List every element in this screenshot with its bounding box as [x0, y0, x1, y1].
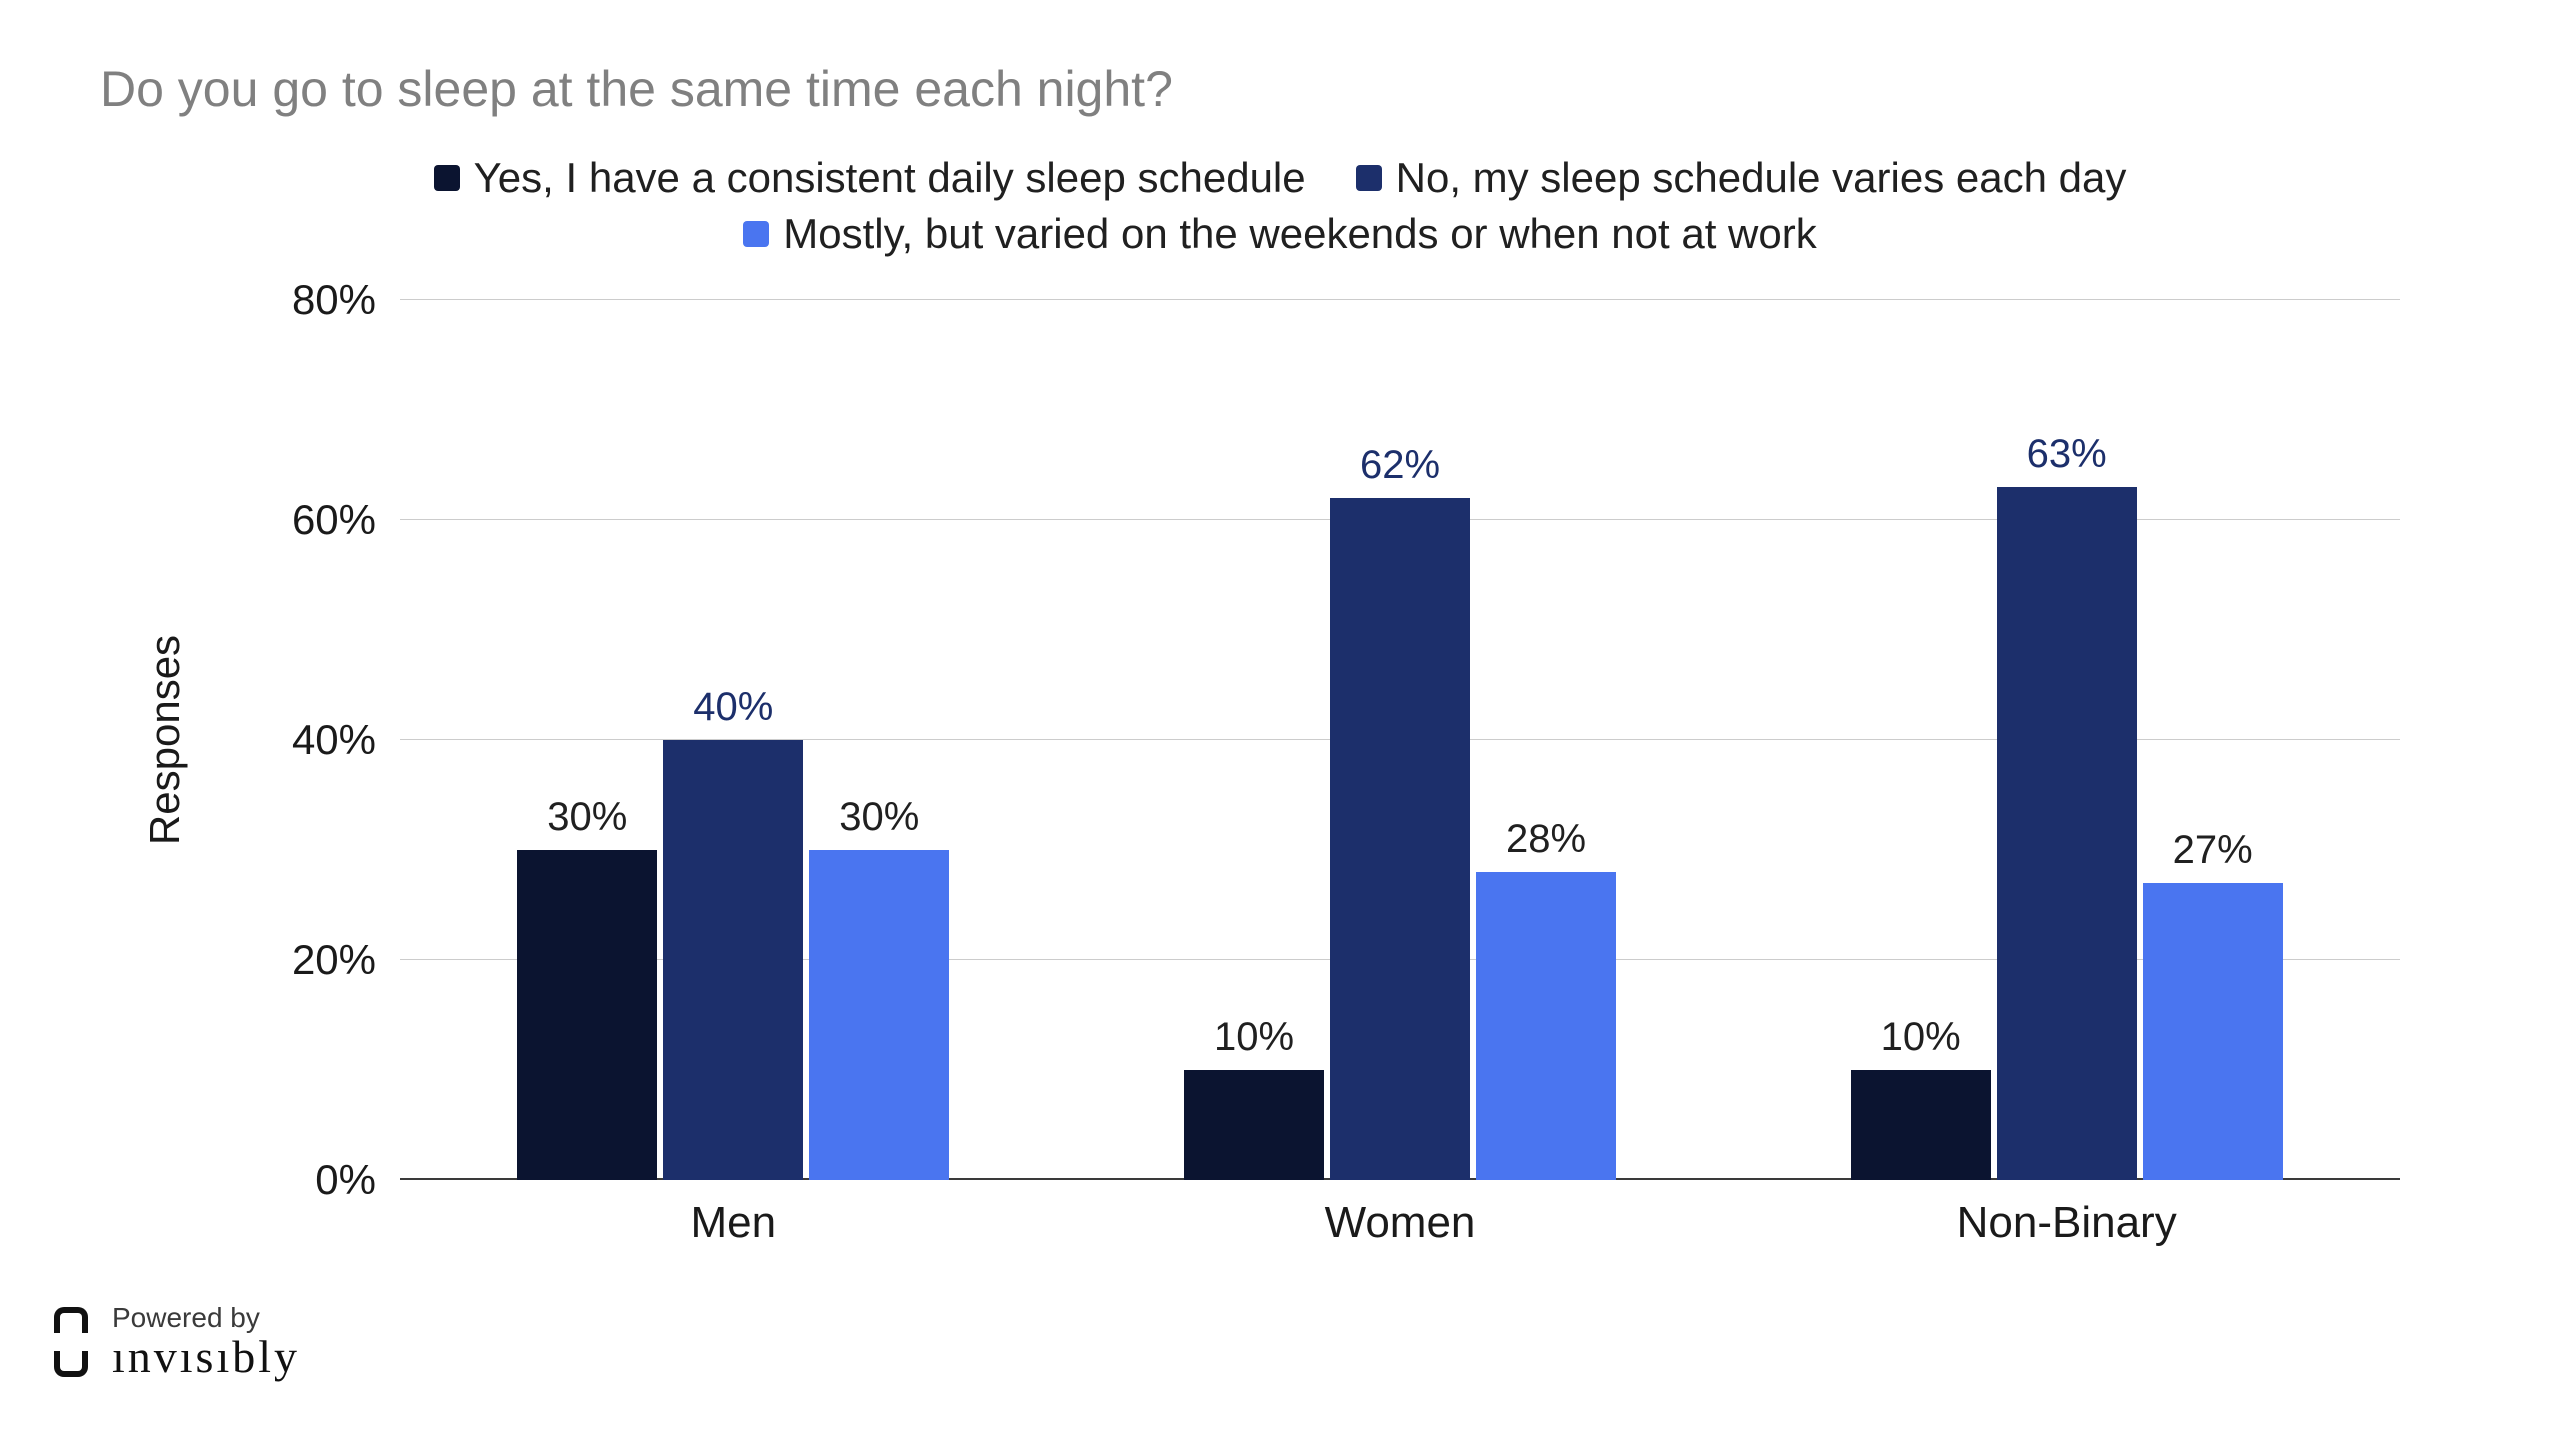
bar-value-label: 63%	[2027, 432, 2107, 477]
bar: 10%	[1184, 1070, 1324, 1180]
legend: Yes, I have a consistent daily sleep sch…	[0, 150, 2560, 262]
y-tick: 80%	[292, 276, 400, 324]
x-tick: Non-Binary	[1957, 1180, 2177, 1248]
bar: 63%	[1997, 487, 2137, 1180]
legend-swatch-2	[743, 221, 769, 247]
chart-title: Do you go to sleep at the same time each…	[100, 60, 1173, 118]
bar-value-label: 28%	[1506, 817, 1586, 862]
legend-item-1: No, my sleep schedule varies each day	[1356, 150, 2127, 206]
bar-value-label: 30%	[839, 795, 919, 840]
bar: 62%	[1330, 498, 1470, 1180]
bar: 10%	[1851, 1070, 1991, 1180]
bar-value-label: 10%	[1881, 1015, 1961, 1060]
y-axis-label: Responses	[141, 635, 189, 845]
bar-value-label: 40%	[693, 685, 773, 730]
legend-label-0: Yes, I have a consistent daily sleep sch…	[474, 150, 1306, 206]
brand-name: ınvısıbly	[112, 1334, 300, 1380]
bar: 27%	[2143, 883, 2283, 1180]
plot-area: 0%20%40%60%80%30%40%30%Men10%62%28%Women…	[400, 300, 2400, 1180]
chart-container: Do you go to sleep at the same time each…	[0, 0, 2560, 1440]
legend-label-2: Mostly, but varied on the weekends or wh…	[783, 206, 1816, 262]
legend-line-1: Yes, I have a consistent daily sleep sch…	[0, 150, 2560, 206]
y-tick: 0%	[315, 1156, 400, 1204]
footer-text: Powered by ınvısıbly	[112, 1304, 300, 1380]
x-tick: Men	[691, 1180, 777, 1248]
y-tick: 40%	[292, 716, 400, 764]
bar-value-label: 10%	[1214, 1015, 1294, 1060]
x-tick: Women	[1325, 1180, 1476, 1248]
footer: Powered by ınvısıbly	[50, 1304, 300, 1380]
bar-value-label: 27%	[2173, 828, 2253, 873]
bar: 30%	[809, 850, 949, 1180]
bar-value-label: 62%	[1360, 443, 1440, 488]
y-tick: 20%	[292, 936, 400, 984]
bar-value-label: 30%	[547, 795, 627, 840]
legend-line-2: Mostly, but varied on the weekends or wh…	[0, 206, 2560, 262]
powered-by-label: Powered by	[112, 1304, 300, 1332]
y-tick: 60%	[292, 496, 400, 544]
legend-swatch-0	[434, 165, 460, 191]
legend-label-1: No, my sleep schedule varies each day	[1396, 150, 2127, 206]
legend-swatch-1	[1356, 165, 1382, 191]
invisibly-logo-icon	[50, 1307, 96, 1377]
legend-item-0: Yes, I have a consistent daily sleep sch…	[434, 150, 1306, 206]
bar: 30%	[517, 850, 657, 1180]
bar: 28%	[1476, 872, 1616, 1180]
bar: 40%	[663, 740, 803, 1180]
legend-item-2: Mostly, but varied on the weekends or wh…	[743, 206, 1816, 262]
grid-line	[400, 299, 2400, 300]
